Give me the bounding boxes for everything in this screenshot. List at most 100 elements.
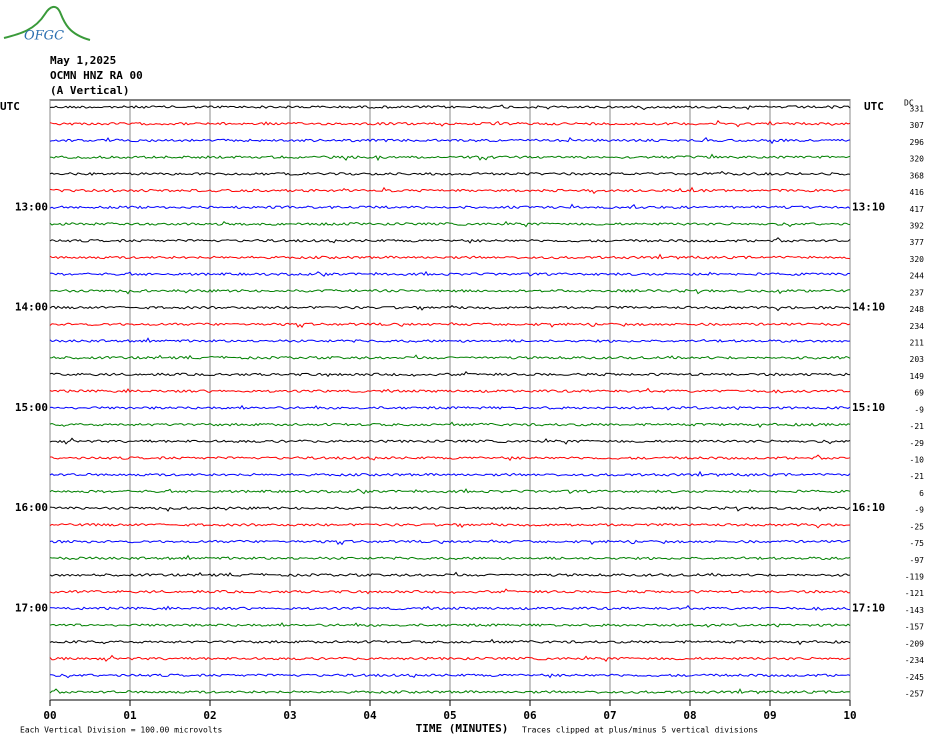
x-tick-label: 02 [203,709,216,722]
trace [49,322,851,328]
trace [49,288,851,295]
left-axis-label: UTC [0,100,20,113]
trace [49,387,851,394]
dc-offset-label: 377 [910,238,925,247]
dc-offset-label: -143 [905,606,924,615]
dc-offset-label: 307 [910,121,925,130]
dc-offset-label: -97 [910,556,925,565]
dc-offset-label: -21 [910,422,925,431]
trace [49,305,851,312]
trace [49,437,851,445]
trace [49,654,851,663]
right-time-label: 14:10 [852,301,885,314]
trace [49,136,851,145]
dc-offset-label: 320 [910,255,925,264]
trace [49,421,851,428]
scale-note: Each Vertical Division = 100.00 microvol… [20,726,222,735]
x-tick-label: 09 [763,709,776,722]
x-tick-label: 10 [843,709,856,722]
x-tick-label: 01 [123,709,137,722]
x-tick-label: 00 [43,709,56,722]
dc-offset-label: 320 [910,155,925,164]
x-tick-label: 03 [283,709,296,722]
dc-offset-label: -245 [905,673,924,682]
logo-text: OFGC [24,29,64,44]
x-axis-label: TIME (MINUTES) [416,722,509,735]
dc-offset-label: 368 [910,171,925,180]
trace [49,186,851,195]
dc-offset-label: 203 [910,355,925,364]
trace [49,253,851,260]
dc-offset-label: 417 [910,205,925,214]
x-tick-label: 08 [683,709,696,722]
dc-offset-label: -29 [910,439,925,448]
trace [49,673,851,679]
trace [49,488,851,495]
dc-offset-label: -157 [905,623,924,632]
trace [49,588,851,595]
trace [49,371,851,378]
trace [50,454,851,462]
trace [49,506,851,512]
dc-offset-label: 416 [910,188,925,197]
dc-offset-label: 69 [914,389,924,398]
trace [49,119,851,128]
left-time-label: 16:00 [15,501,48,514]
x-tick-label: 06 [523,709,537,722]
trace [49,237,851,244]
trace [49,622,851,628]
trace [49,270,851,277]
trace [49,170,851,176]
header-date: May 1,2025 [50,54,116,67]
dc-offset-label: -9 [914,506,924,515]
trace [49,220,851,228]
trace [49,354,851,360]
left-time-label: 13:00 [15,200,48,213]
dc-offset-label: -9 [914,405,924,414]
right-time-label: 16:10 [852,501,885,514]
trace [49,153,851,162]
right-time-label: 15:10 [852,401,885,414]
right-axis-label: UTC [864,100,884,113]
dc-offset-label: 211 [910,339,925,348]
dc-offset-label: -119 [905,573,924,582]
trace [49,203,851,210]
dc-offset-label: 6 [919,489,924,498]
dc-offset-label: 331 [910,105,925,114]
left-time-label: 15:00 [15,401,48,414]
dc-offset-label: 237 [910,288,925,297]
right-time-label: 13:10 [852,200,885,213]
dc-offset-label: 234 [910,322,925,331]
dc-offset-label: 296 [910,138,925,147]
trace [49,104,851,111]
x-tick-label: 05 [443,709,456,722]
left-time-label: 17:00 [15,601,48,614]
header-component: (A Vertical) [50,84,129,97]
right-time-label: 17:10 [852,601,885,614]
dc-offset-label: 248 [910,305,925,314]
dc-offset-label: -257 [905,690,924,699]
dc-offset-label: -25 [910,522,925,531]
dc-offset-label: 392 [910,222,925,231]
trace [49,638,851,646]
dc-offset-label: -21 [910,472,925,481]
dc-offset-label: -10 [910,456,925,465]
logo-arc [3,6,91,41]
x-tick-label: 04 [363,709,377,722]
trace [49,470,851,478]
x-tick-label: 07 [603,709,616,722]
trace [49,554,851,561]
dc-offset-label: -234 [905,656,924,665]
clip-note: Traces clipped at plus/minus 5 vertical … [522,726,758,735]
dc-offset-label: 149 [910,372,925,381]
trace [49,571,851,577]
dc-offset-label: -75 [910,539,925,548]
trace [49,522,851,529]
dc-offset-label: -209 [905,639,924,648]
left-time-label: 14:00 [15,301,48,314]
dc-offset-label: 244 [910,272,925,281]
trace [49,337,851,343]
dc-label: DC [904,99,914,108]
trace [49,688,851,695]
